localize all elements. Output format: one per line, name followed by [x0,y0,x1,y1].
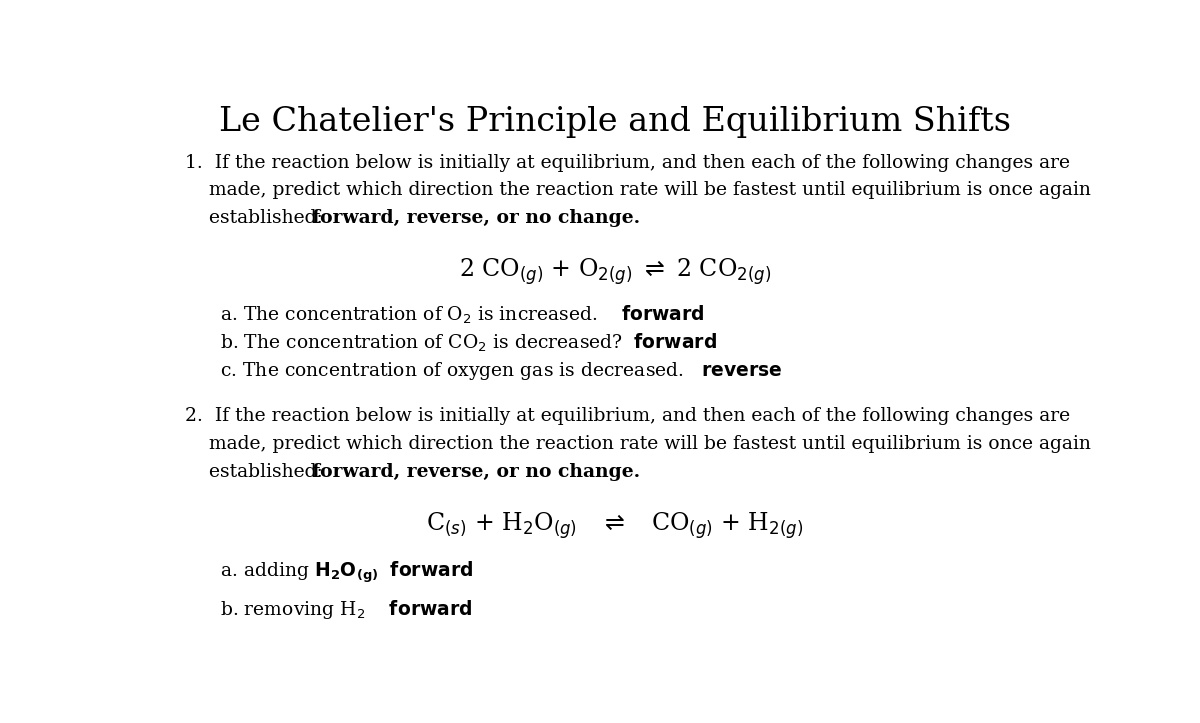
Text: established:: established: [185,463,335,481]
Text: a. The concentration of O$_2$ is increased.    $\mathbf{forward}$: a. The concentration of O$_2$ is increas… [220,304,704,326]
Text: made, predict which direction the reaction rate will be fastest until equilibriu: made, predict which direction the reacti… [185,435,1091,453]
Text: forward, reverse, or no change.: forward, reverse, or no change. [312,209,640,227]
Text: b. removing H$_2$    $\bf{forward}$: b. removing H$_2$ $\bf{forward}$ [220,598,472,621]
Text: 2 CO$_{(g)}$ + O$_{2(g)}$ $\rightleftharpoons$ 2 CO$_{2(g)}$: 2 CO$_{(g)}$ + O$_{2(g)}$ $\rightlefthar… [458,257,772,287]
Text: made, predict which direction the reaction rate will be fastest until equilibriu: made, predict which direction the reacti… [185,181,1091,200]
Text: forward, reverse, or no change.: forward, reverse, or no change. [312,463,640,481]
Text: Le Chatelier's Principle and Equilibrium Shifts: Le Chatelier's Principle and Equilibrium… [220,106,1010,138]
Text: b. The concentration of CO$_2$ is decreased?  $\mathbf{forward}$: b. The concentration of CO$_2$ is decrea… [220,332,716,354]
Text: a. adding $\bf{H_2O_{(g)}}$  $\bf{forward}$: a. adding $\bf{H_2O_{(g)}}$ $\bf{forward… [220,560,473,586]
Text: 1.  If the reaction below is initially at equilibrium, and then each of the foll: 1. If the reaction below is initially at… [185,153,1070,171]
Text: C$_{(s)}$ + H$_2$O$_{(g)}$   $\rightleftharpoons$   CO$_{(g)}$ + H$_{2(g)}$: C$_{(s)}$ + H$_2$O$_{(g)}$ $\rightleftha… [426,510,804,541]
Text: 2.  If the reaction below is initially at equilibrium, and then each of the foll: 2. If the reaction below is initially at… [185,407,1070,425]
Text: established:: established: [185,209,335,227]
Text: c. The concentration of oxygen gas is decreased.   $\mathbf{reverse}$: c. The concentration of oxygen gas is de… [220,359,782,382]
